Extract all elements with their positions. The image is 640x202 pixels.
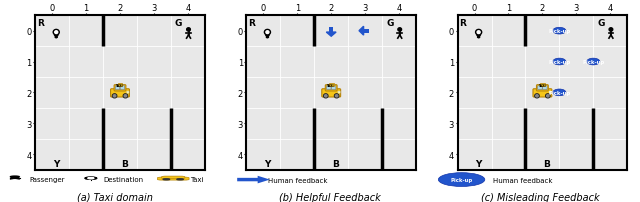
FancyBboxPatch shape [115, 86, 120, 90]
FancyBboxPatch shape [118, 84, 122, 87]
Circle shape [10, 176, 19, 178]
FancyBboxPatch shape [120, 86, 125, 90]
Text: R: R [460, 19, 466, 27]
FancyBboxPatch shape [322, 89, 340, 98]
FancyBboxPatch shape [114, 85, 126, 92]
Ellipse shape [438, 173, 485, 187]
FancyBboxPatch shape [543, 86, 547, 90]
Text: R: R [37, 19, 44, 27]
Text: Y: Y [476, 159, 482, 168]
Text: Y: Y [264, 159, 271, 168]
Circle shape [88, 178, 93, 179]
Text: Pick-up: Pick-up [451, 177, 473, 182]
Circle shape [546, 94, 550, 98]
FancyBboxPatch shape [536, 85, 548, 92]
Text: Pick-up: Pick-up [548, 29, 570, 34]
Text: TAXI: TAXI [539, 83, 546, 87]
Ellipse shape [553, 28, 566, 35]
Text: G: G [175, 19, 182, 27]
Text: Human feedback: Human feedback [268, 177, 328, 183]
Circle shape [85, 177, 97, 179]
Text: TAXI: TAXI [328, 83, 335, 87]
FancyBboxPatch shape [162, 176, 185, 179]
Text: B: B [332, 159, 339, 168]
Text: (b) Helpful Feedback: (b) Helpful Feedback [279, 192, 380, 202]
FancyBboxPatch shape [364, 29, 369, 34]
Text: B: B [543, 159, 550, 168]
Text: Pick-up: Pick-up [582, 60, 604, 65]
FancyBboxPatch shape [329, 84, 333, 87]
FancyBboxPatch shape [157, 177, 189, 180]
Circle shape [85, 177, 97, 179]
Text: (c) Misleading Feedback: (c) Misleading Feedback [481, 192, 600, 202]
FancyBboxPatch shape [338, 92, 340, 94]
Text: TAXI: TAXI [116, 83, 124, 87]
FancyBboxPatch shape [111, 89, 129, 98]
Circle shape [113, 95, 116, 97]
Circle shape [476, 30, 482, 36]
Polygon shape [477, 35, 481, 39]
Circle shape [124, 95, 127, 97]
Text: Passenger: Passenger [29, 176, 65, 182]
Text: Destination: Destination [104, 176, 143, 182]
Circle shape [324, 95, 327, 97]
Circle shape [266, 32, 269, 34]
Circle shape [53, 30, 60, 36]
Polygon shape [266, 35, 269, 39]
Circle shape [398, 29, 401, 32]
Text: Taxi: Taxi [190, 176, 204, 182]
Circle shape [113, 94, 116, 98]
Circle shape [163, 179, 170, 180]
Circle shape [177, 179, 183, 180]
FancyBboxPatch shape [332, 86, 336, 90]
Circle shape [477, 32, 480, 34]
Circle shape [54, 32, 58, 34]
Text: B: B [120, 159, 127, 168]
Circle shape [536, 95, 538, 97]
Circle shape [124, 94, 127, 98]
Text: Pick-up: Pick-up [548, 90, 570, 95]
Circle shape [264, 30, 271, 36]
Circle shape [324, 94, 328, 98]
Ellipse shape [553, 90, 566, 96]
Text: Y: Y [53, 159, 60, 168]
FancyBboxPatch shape [329, 28, 333, 33]
FancyBboxPatch shape [540, 84, 545, 87]
FancyArrow shape [237, 176, 270, 183]
Text: (a) Taxi domain: (a) Taxi domain [77, 192, 153, 202]
Ellipse shape [587, 59, 600, 65]
Polygon shape [54, 35, 58, 39]
Text: G: G [597, 19, 605, 27]
Circle shape [609, 29, 612, 32]
FancyBboxPatch shape [533, 89, 552, 98]
Text: R: R [248, 19, 255, 27]
Circle shape [547, 95, 549, 97]
FancyBboxPatch shape [127, 92, 129, 94]
Circle shape [535, 94, 539, 98]
Circle shape [187, 29, 190, 32]
Circle shape [335, 94, 339, 98]
Circle shape [335, 95, 338, 97]
Text: Human feedback: Human feedback [493, 177, 553, 183]
Polygon shape [359, 27, 364, 36]
Polygon shape [326, 33, 336, 37]
FancyBboxPatch shape [326, 86, 331, 90]
Text: G: G [386, 19, 394, 27]
FancyBboxPatch shape [549, 92, 552, 94]
FancyBboxPatch shape [325, 85, 337, 92]
Text: Pick-up: Pick-up [548, 60, 570, 65]
Ellipse shape [553, 59, 566, 65]
FancyBboxPatch shape [538, 86, 542, 90]
Circle shape [88, 178, 93, 179]
